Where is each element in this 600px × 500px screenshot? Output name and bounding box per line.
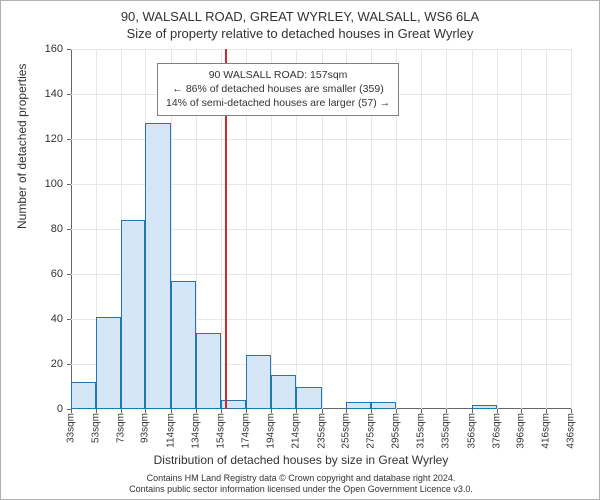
chart-title-main: 90, WALSALL ROAD, GREAT WYRLEY, WALSALL,… (1, 9, 599, 24)
gridline-vertical (497, 49, 498, 409)
footer-line-2: Contains public sector information licen… (1, 484, 600, 495)
y-tick-mark (67, 139, 71, 140)
x-tick-label: 114sqm (166, 413, 177, 448)
x-tick-label: 235sqm (316, 413, 327, 449)
x-tick-label: 154sqm (216, 413, 227, 449)
x-tick-label: 275sqm (366, 413, 377, 449)
x-tick-label: 194sqm (265, 413, 276, 449)
histogram-bar (96, 317, 121, 409)
x-tick-label: 33sqm (66, 413, 77, 443)
gridline-vertical (571, 49, 572, 409)
x-tick-label: 396sqm (516, 413, 527, 449)
gridline-vertical (546, 49, 547, 409)
histogram-bar (171, 281, 196, 409)
footer: Contains HM Land Registry data © Crown c… (1, 473, 600, 496)
y-tick-label: 160 (23, 43, 63, 55)
y-tick-mark (67, 364, 71, 365)
y-tick-label: 60 (23, 268, 63, 280)
callout-line-3: 14% of semi-detached houses are larger (… (166, 96, 390, 110)
x-tick-label: 335sqm (440, 413, 451, 449)
chart-title-sub: Size of property relative to detached ho… (1, 26, 599, 41)
y-tick-mark (67, 274, 71, 275)
footer-line-1: Contains HM Land Registry data © Crown c… (1, 473, 600, 484)
histogram-bar (346, 402, 371, 409)
y-tick-label: 20 (23, 358, 63, 370)
gridline-vertical (446, 49, 447, 409)
y-tick-label: 120 (23, 133, 63, 145)
callout-line-2: ← 86% of detached houses are smaller (35… (166, 82, 390, 96)
gridline-vertical (421, 49, 422, 409)
y-tick-mark (67, 229, 71, 230)
y-tick-mark (67, 49, 71, 50)
y-tick-mark (67, 94, 71, 95)
x-tick-label: 376sqm (491, 413, 502, 449)
y-tick-mark (67, 319, 71, 320)
histogram-bar (472, 405, 497, 410)
titles: 90, WALSALL ROAD, GREAT WYRLEY, WALSALL,… (1, 1, 599, 41)
y-tick-label: 40 (23, 313, 63, 325)
histogram-bar (196, 333, 221, 410)
histogram-bar (71, 382, 96, 409)
x-tick-label: 416sqm (541, 413, 552, 449)
gridline-vertical (521, 49, 522, 409)
x-tick-label: 214sqm (290, 413, 301, 449)
x-axis-title: Distribution of detached houses by size … (1, 453, 600, 467)
y-tick-label: 80 (23, 223, 63, 235)
x-tick-label: 295sqm (391, 413, 402, 449)
x-tick-label: 356sqm (466, 413, 477, 449)
x-tick-label: 174sqm (240, 413, 251, 449)
x-tick-label: 315sqm (415, 413, 426, 449)
callout-box: 90 WALSALL ROAD: 157sqm← 86% of detached… (157, 63, 399, 116)
x-tick-label: 93sqm (140, 413, 151, 443)
y-tick-mark (67, 184, 71, 185)
histogram-bar (121, 220, 146, 409)
callout-line-1: 90 WALSALL ROAD: 157sqm (166, 68, 390, 82)
y-tick-label: 100 (23, 178, 63, 190)
chart-container: 90, WALSALL ROAD, GREAT WYRLEY, WALSALL,… (0, 0, 600, 500)
y-tick-label: 140 (23, 88, 63, 100)
x-tick-label: 134sqm (191, 413, 202, 449)
histogram-bar (246, 355, 271, 409)
gridline-vertical (472, 49, 473, 409)
y-tick-label: 0 (23, 403, 63, 415)
x-tick-label: 436sqm (566, 413, 577, 449)
histogram-bar (271, 375, 296, 409)
histogram-bar (145, 123, 171, 409)
x-tick-label: 53sqm (90, 413, 101, 443)
x-tick-label: 255sqm (341, 413, 352, 449)
x-tick-label: 73sqm (115, 413, 126, 443)
histogram-bar (371, 402, 396, 409)
histogram-bar (296, 387, 322, 410)
plot-region: 02040608010012014016033sqm53sqm73sqm93sq… (71, 49, 571, 409)
